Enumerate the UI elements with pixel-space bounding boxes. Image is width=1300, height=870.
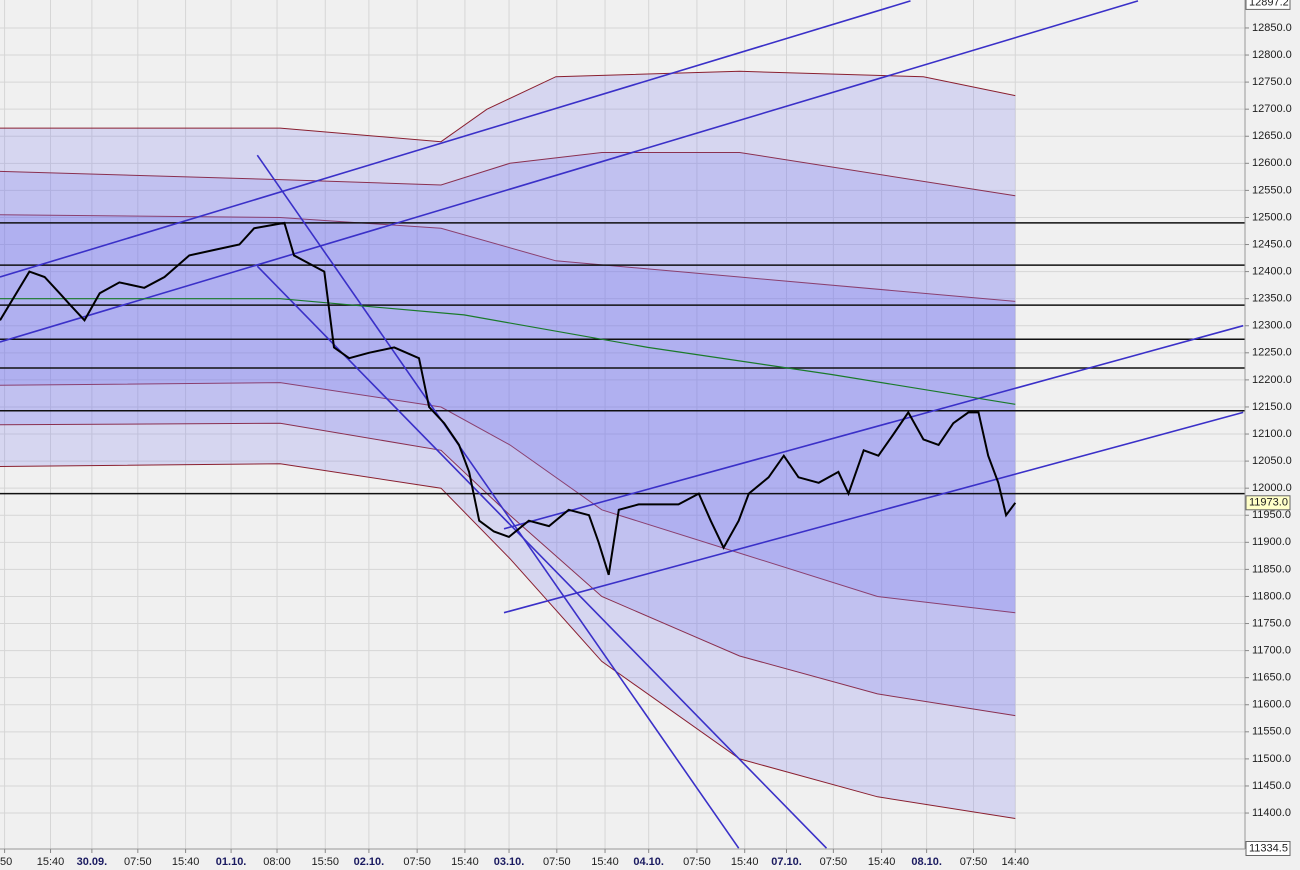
y-tick-label: 12800.0: [1252, 49, 1292, 61]
band-line: [0, 382, 1016, 614]
x-tick-label: 30.09.: [77, 856, 108, 868]
x-tick-label: 15:40: [37, 856, 65, 868]
label-text: 11334.5: [1249, 842, 1288, 854]
x-tick-label: 15:40: [868, 856, 896, 868]
y-tick-label: 12200.0: [1252, 374, 1292, 386]
max-label: 12897.2: [1245, 0, 1291, 10]
y-tick-label: 12650.0: [1252, 130, 1292, 142]
y-tick-label: 12600.0: [1252, 157, 1292, 169]
y-tick-label: 11550.0: [1252, 726, 1291, 738]
band-line: [0, 214, 1016, 302]
label-text: 12897.2: [1249, 0, 1289, 8]
label-box: [1245, 495, 1291, 511]
y-tick-label: 11850.0: [1252, 563, 1291, 575]
y-tick-label: 12250.0: [1252, 347, 1292, 359]
band-area: [0, 152, 1016, 716]
band-line: [0, 152, 1016, 197]
price-line: [0, 221, 1017, 576]
x-tick-label: 07.10.: [771, 856, 802, 868]
band-area: [0, 71, 1016, 819]
y-tick-label: 11650.0: [1252, 672, 1291, 684]
band-area: [0, 214, 1016, 613]
x-tick-label: 07:50: [683, 856, 711, 868]
x-tick-label: :50: [0, 856, 12, 868]
y-tick-label: 12400.0: [1252, 266, 1292, 278]
x-tick-label: 08.10.: [911, 856, 942, 868]
trend-line: [256, 265, 828, 849]
x-tick-label: 07:50: [403, 856, 431, 868]
label-box: [1245, 0, 1291, 10]
last-price: 11973.0: [1245, 495, 1291, 511]
x-tick-label: 07:50: [820, 856, 848, 868]
x-tick-label: 07:50: [960, 856, 988, 868]
x-tick-label: 03.10.: [494, 856, 525, 868]
y-tick-label: 12750.0: [1252, 76, 1292, 88]
y-tick-label: 12050.0: [1252, 455, 1292, 467]
y-tick-label: 12550.0: [1252, 184, 1292, 196]
y-tick-label: 11400.0: [1252, 807, 1291, 819]
min-label: 11334.5: [1245, 841, 1291, 856]
y-tick-label: 11450.0: [1252, 780, 1291, 792]
label-box: [1245, 841, 1291, 856]
trend-line: [503, 324, 1244, 530]
y-tick-label: 12450.0: [1252, 238, 1292, 250]
band-line: [0, 70, 1016, 143]
x-tick-label: 01.10.: [216, 856, 247, 868]
trend-line: [0, 0, 911, 278]
x-tick-label: 15:40: [451, 856, 479, 868]
y-tick-label: 12000.0: [1252, 482, 1292, 494]
y-tick-label: 11800.0: [1252, 590, 1291, 602]
y-tick-label: 12350.0: [1252, 293, 1292, 305]
x-tick-label: 07:50: [124, 856, 152, 868]
x-tick-label: 14:40: [1002, 856, 1030, 868]
x-tick-label: 15:40: [591, 856, 619, 868]
x-tick-label: 15:40: [172, 856, 200, 868]
y-tick-label: 11900.0: [1252, 536, 1291, 548]
y-tick-label: 12300.0: [1252, 320, 1292, 332]
x-tick-label: 04.10.: [633, 856, 664, 868]
x-tick-label: 02.10.: [354, 856, 385, 868]
y-tick-label: 12700.0: [1252, 103, 1292, 115]
label-text: 11973.0: [1249, 497, 1288, 509]
y-tick-label: 11600.0: [1252, 699, 1291, 711]
plot-area: [0, 0, 1245, 849]
x-tick-label: 07:50: [543, 856, 571, 868]
y-tick-label: 12500.0: [1252, 211, 1292, 223]
y-tick-label: 11750.0: [1252, 617, 1291, 629]
y-tick-label: 11700.0: [1252, 645, 1291, 657]
trend-line: [0, 0, 1139, 343]
trend-line: [503, 411, 1244, 614]
y-tick-label: 11950.0: [1252, 509, 1291, 521]
x-tick-label: 08:00: [263, 856, 291, 868]
y-tick-label: 12150.0: [1252, 401, 1292, 413]
trend-line: [256, 154, 740, 849]
moving-average: [0, 298, 1016, 405]
band-line: [0, 463, 1016, 819]
y-tick-label: 12850.0: [1252, 22, 1292, 34]
x-tick-label: 15:40: [731, 856, 759, 868]
y-tick-label: 12100.0: [1252, 428, 1292, 440]
x-tick-label: 15:50: [311, 856, 339, 868]
grid: [0, 0, 1245, 849]
band-line: [0, 422, 1016, 717]
y-tick-label: 11500.0: [1252, 753, 1291, 765]
